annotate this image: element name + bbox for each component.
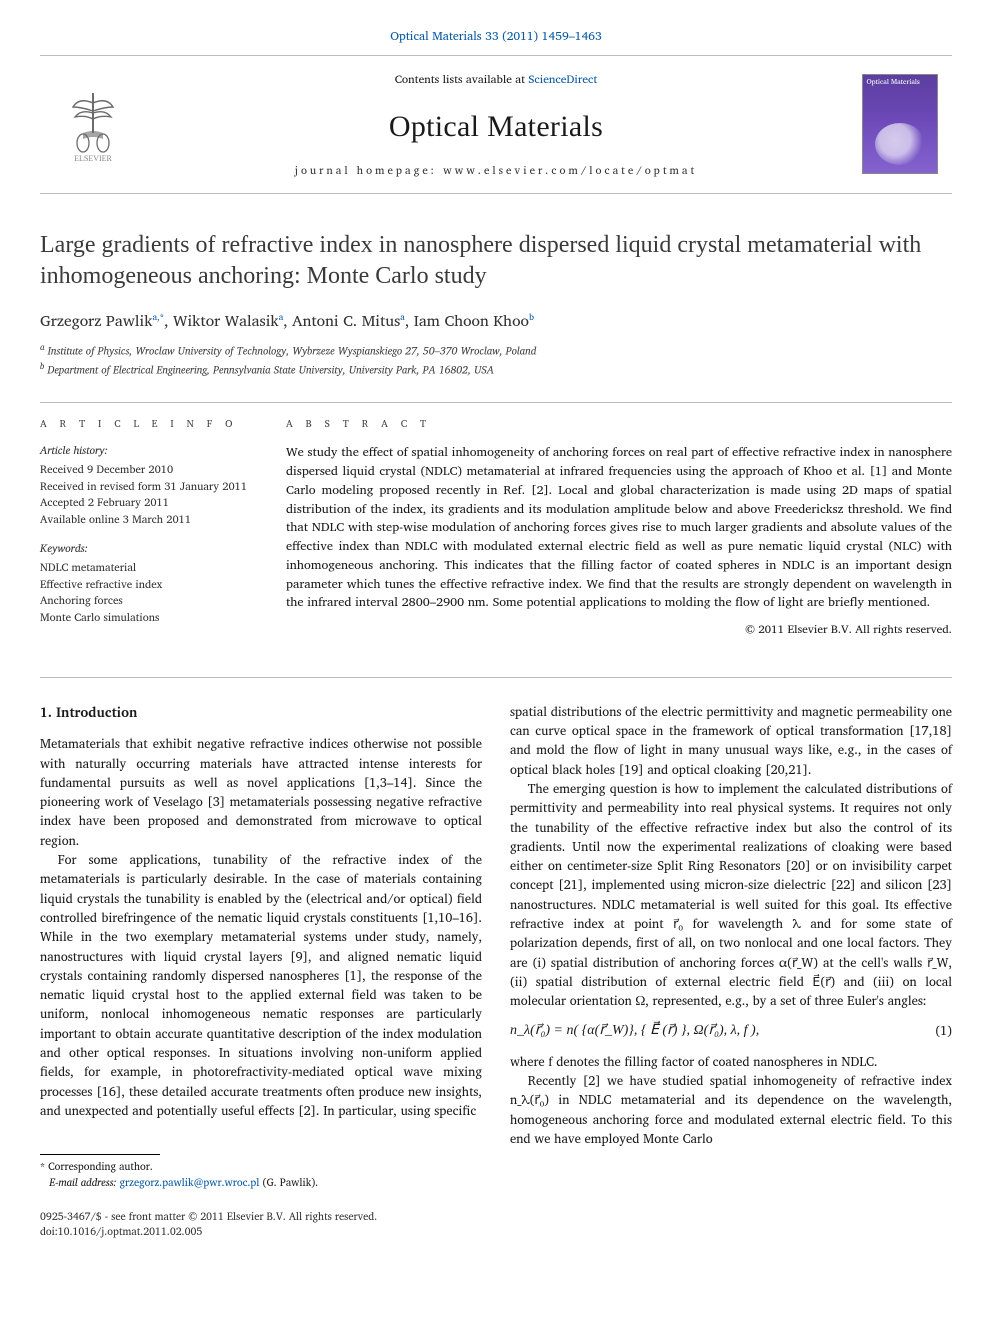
- author-mark: a: [400, 309, 405, 324]
- cover-thumb-art: [875, 123, 925, 165]
- footnotes: * Corresponding author. E-mail address: …: [0, 1148, 992, 1191]
- author-mark: a,*: [153, 309, 165, 324]
- author-list: Grzegorz Pawlika,*, Wiktor Walasika, Ant…: [40, 309, 952, 331]
- article-info-column: a r t i c l e i n f o Article history: R…: [40, 402, 270, 653]
- history-line: Received 9 December 2010: [40, 461, 254, 478]
- affiliations: a Institute of Physics, Wroclaw Universi…: [40, 341, 952, 378]
- author-name: Grzegorz Pawlik: [40, 307, 153, 333]
- history-line: Accepted 2 February 2011: [40, 494, 254, 511]
- abstract-label: a b s t r a c t: [286, 417, 952, 432]
- body-paragraph: The emerging question is how to implemen…: [510, 779, 952, 1011]
- abstract-copyright: © 2011 Elsevier B.V. All rights reserved…: [286, 622, 952, 639]
- affil-text: Institute of Physics, Wroclaw University…: [48, 342, 537, 360]
- author: Grzegorz Pawlika,*: [40, 307, 164, 333]
- cover-thumb-title: Optical Materials: [867, 78, 920, 88]
- journal-cover-thumbnail: Optical Materials: [862, 74, 938, 174]
- keywords-label: Keywords:: [40, 541, 254, 557]
- keyword: Monte Carlo simulations: [40, 609, 254, 626]
- cover-thumb-cell: Optical Materials: [847, 56, 952, 192]
- sciencedirect-link[interactable]: ScienceDirect: [528, 70, 597, 89]
- equation-number: (1): [922, 1021, 952, 1040]
- author-name: Antoni C. Mitus: [292, 307, 400, 333]
- affiliation: b Department of Electrical Engineering, …: [40, 360, 952, 378]
- history-line: Available online 3 March 2011: [40, 511, 254, 528]
- right-column: spatial distributions of the electric pe…: [510, 702, 952, 1149]
- author: Iam Choon Khoob: [414, 307, 534, 333]
- author-name: Iam Choon Khoo: [414, 307, 529, 333]
- email-line: E-mail address: grzegorz.pawlik@pwr.wroc…: [40, 1175, 952, 1191]
- keyword: Effective refractive index: [40, 576, 254, 593]
- body-columns: 1. Introduction Metamaterials that exhib…: [0, 678, 992, 1149]
- body-paragraph: Metamaterials that exhibit negative refr…: [40, 734, 482, 850]
- article-info-label: a r t i c l e i n f o: [40, 417, 254, 432]
- left-column: 1. Introduction Metamaterials that exhib…: [40, 702, 482, 1149]
- contents-prefix: Contents lists available at: [395, 70, 529, 89]
- keyword: NDLC metamaterial: [40, 559, 254, 576]
- author: Wiktor Walasika: [173, 307, 283, 333]
- bottom-left: 0925-3467/$ - see front matter © 2011 El…: [40, 1209, 377, 1239]
- journal-title: Optical Materials: [145, 99, 847, 163]
- journal-banner: ELSEVIER Contents lists available at Sci…: [40, 55, 952, 193]
- affil-label: a: [40, 340, 45, 354]
- doi-line: doi:10.1016/j.optmat.2011.02.005: [40, 1224, 377, 1239]
- email-link[interactable]: grzegorz.pawlik@pwr.wroc.pl: [120, 1173, 260, 1191]
- body-paragraph: spatial distributions of the electric pe…: [510, 702, 952, 779]
- author-mark: b: [529, 309, 534, 324]
- elsevier-tree-logo: ELSEVIER: [59, 85, 127, 163]
- bottom-bar: 0925-3467/$ - see front matter © 2011 El…: [0, 1191, 992, 1263]
- abstract-text: We study the effect of spatial inhomogen…: [286, 443, 952, 612]
- equation-block: n_λ(r⃗₀) = n( {α(r⃗_W)}, { E⃗ (r⃗) }, Ω(…: [510, 1020, 952, 1041]
- history-line: Received in revised form 31 January 2011: [40, 478, 254, 495]
- journal-homepage-line: journal homepage: www.elsevier.com/locat…: [145, 163, 847, 179]
- body-paragraph: Recently [2] we have studied spatial inh…: [510, 1071, 952, 1148]
- abstract-column: a b s t r a c t We study the effect of s…: [270, 402, 952, 653]
- contents-list-line: Contents lists available at ScienceDirec…: [145, 66, 847, 99]
- author-mark: a: [279, 309, 284, 324]
- section-heading: 1. Introduction: [40, 702, 482, 723]
- meta-abstract-row: a r t i c l e i n f o Article history: R…: [40, 402, 952, 653]
- article-title: Large gradients of refractive index in n…: [40, 230, 952, 293]
- citation-link[interactable]: Optical Materials 33 (2011) 1459–1463: [390, 27, 601, 46]
- author: Antoni C. Mitusa: [292, 307, 405, 333]
- keyword: Anchoring forces: [40, 592, 254, 609]
- svg-text:ELSEVIER: ELSEVIER: [74, 154, 112, 163]
- email-label: E-mail address:: [49, 1173, 116, 1191]
- affil-text: Department of Electrical Engineering, Pe…: [47, 360, 494, 378]
- email-of: (G. Pawlik).: [263, 1173, 319, 1191]
- equation: n_λ(r⃗₀) = n( {α(r⃗_W)}, { E⃗ (r⃗) }, Ω(…: [510, 1020, 922, 1041]
- body-paragraph: where f denotes the filling factor of co…: [510, 1052, 952, 1071]
- article-history-label: Article history:: [40, 443, 254, 459]
- affil-label: b: [40, 359, 44, 373]
- publisher-logo-cell: ELSEVIER: [40, 56, 145, 192]
- body-paragraph: For some applications, tunability of the…: [40, 850, 482, 1120]
- affiliation: a Institute of Physics, Wroclaw Universi…: [40, 341, 952, 359]
- banner-middle: Contents lists available at ScienceDirec…: [145, 56, 847, 192]
- header-citation-strip: Optical Materials 33 (2011) 1459–1463: [0, 0, 992, 55]
- author-name: Wiktor Walasik: [173, 307, 279, 333]
- footnote-rule: [40, 1154, 160, 1155]
